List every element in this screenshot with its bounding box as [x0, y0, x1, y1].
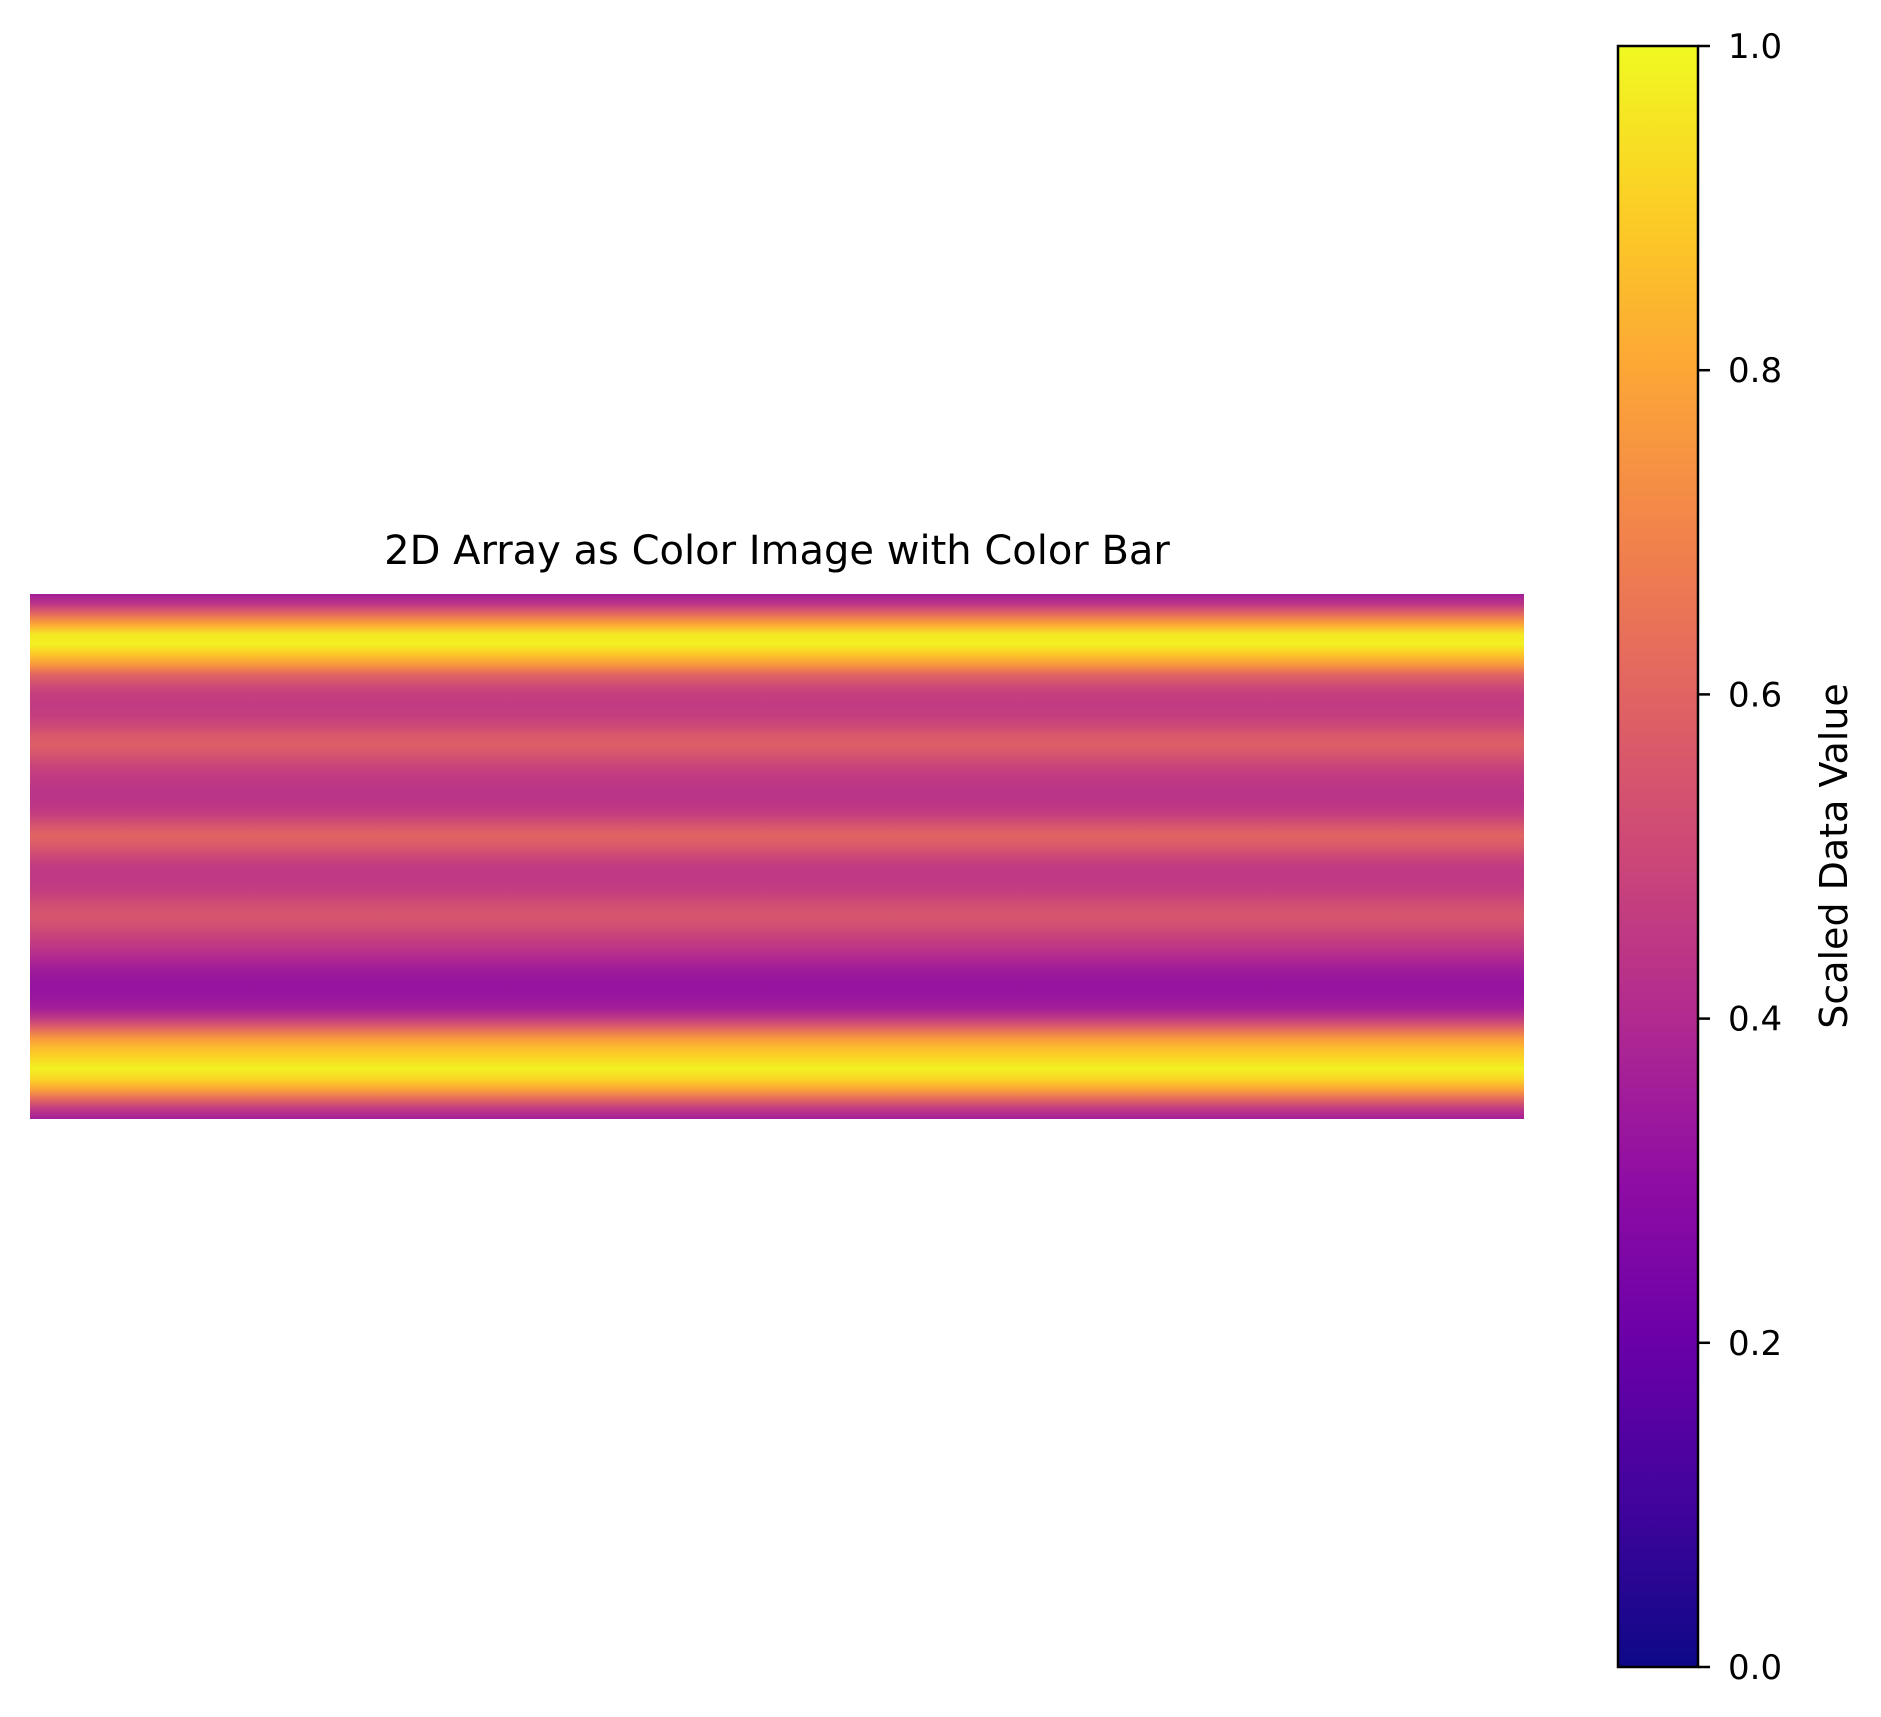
colorbar-tick-label: 0.6 [1728, 675, 1782, 715]
colorbar-gradient-bar [1616, 44, 1700, 1669]
colorbar-ticks: 0.0 0.2 0.4 0.6 0.8 1.0 [1698, 27, 1782, 1688]
colorbar-label: Scaled Data Value [1812, 683, 1856, 1029]
colorbar-tick-label: 0.2 [1728, 1324, 1782, 1364]
heatmap-rect [30, 594, 1524, 1119]
chart-title: 2D Array as Color Image with Color Bar [384, 528, 1170, 574]
colorbar-tick-label: 0.8 [1728, 351, 1782, 391]
colorbar-tick-label: 0.4 [1728, 1000, 1782, 1040]
heatmap-image [30, 594, 1524, 1119]
colorbar-tick-label: 0.0 [1728, 1648, 1782, 1688]
colorbar-tick-label: 1.0 [1728, 27, 1782, 67]
colorbar: 0.0 0.2 0.4 0.6 0.8 1.0 Scaled Data Value [1616, 27, 1856, 1688]
